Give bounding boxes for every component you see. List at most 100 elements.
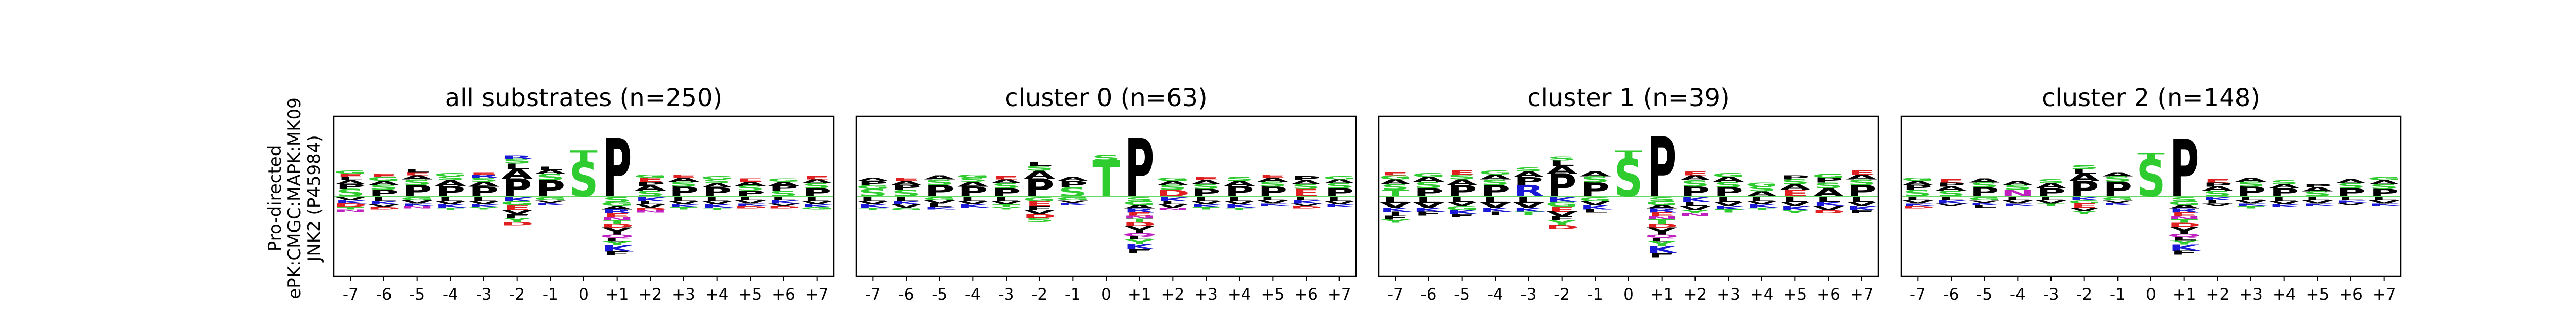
logo-glyph-1-8-d8: V bbox=[1124, 225, 1155, 232]
x-tick-label-1-7: 0 bbox=[1101, 285, 1111, 304]
logo-glyph-0-10-u2: A bbox=[668, 177, 700, 183]
logo-glyph-0-10-d3: T bbox=[670, 206, 698, 210]
logo-glyph-3-5-d3: V bbox=[2069, 207, 2100, 212]
x-tick-label-0-14: +7 bbox=[805, 285, 829, 304]
logo-glyph-2-1-u2: A bbox=[1413, 176, 1445, 183]
logo-glyph-0-6-d2: K bbox=[535, 202, 567, 207]
logo-glyph-1-12-d2: K bbox=[1257, 203, 1290, 207]
logo-glyph-2-3-u0: P bbox=[1481, 182, 1510, 200]
logo-glyph-1-5-d0: G bbox=[1023, 196, 1056, 203]
logo-glyph-2-6-u1: S bbox=[1581, 175, 1609, 185]
panel-title-0: all substrates (n=250) bbox=[445, 83, 723, 112]
logo-glyph-1-10-u3: E bbox=[1192, 176, 1219, 181]
logo-glyph-1-10-d1: V bbox=[1191, 200, 1222, 205]
logo-glyph-1-5-u2: S bbox=[1025, 165, 1054, 173]
logo-glyph-1-13-d1: K bbox=[1291, 200, 1323, 205]
logo-glyph-1-0-u2: P bbox=[858, 180, 888, 186]
logo-glyph-1-10-d0: L bbox=[1193, 196, 1219, 203]
logo-glyph-3-4-u2: S bbox=[2037, 178, 2065, 185]
logo-glyph-0-2-u2: A bbox=[401, 175, 433, 181]
x-tick-label-2-6: -1 bbox=[1587, 285, 1603, 304]
logo-glyph-2-8-d3: R bbox=[1647, 208, 1677, 214]
logo-glyph-3-6-d1: V bbox=[2102, 200, 2133, 204]
logo-glyph-2-8-d13: K bbox=[1646, 244, 1679, 255]
logo-glyph-2-2-d2: G bbox=[1446, 205, 1479, 212]
x-tick-label-2-8: +1 bbox=[1650, 285, 1674, 304]
logo-glyph-1-14-u0: P bbox=[1325, 186, 1354, 199]
logo-glyph-1-4-u2: A bbox=[991, 178, 1022, 185]
logo-glyph-1-8-d0: S bbox=[1125, 196, 1154, 203]
logo-glyph-0-14-d0: L bbox=[804, 196, 830, 203]
logo-glyph-3-3-u1: S bbox=[2003, 184, 2032, 192]
logo-glyph-0-1-u4: E bbox=[370, 173, 397, 178]
panel-title-2: cluster 1 (n=39) bbox=[1527, 83, 1730, 112]
logo-glyph-1-13-d3: D bbox=[1290, 205, 1323, 210]
x-tick-label-0-5: -2 bbox=[509, 285, 525, 304]
logo-glyph-3-12-d0: L bbox=[2304, 196, 2330, 201]
x-tick-label-3-13: +6 bbox=[2339, 285, 2363, 304]
logo-glyph-1-5-d3: V bbox=[1024, 209, 1055, 216]
logo-glyph-0-2-d3: N bbox=[400, 205, 434, 210]
logo-glyph-1-10-d2: K bbox=[1191, 204, 1223, 208]
logo-glyph-2-13-d2: V bbox=[1813, 205, 1844, 212]
logo-glyph-3-10-u2: A bbox=[2235, 177, 2267, 183]
logo-glyph-1-8-d2: A bbox=[1124, 204, 1155, 210]
logo-glyph-0-5-d3: V bbox=[501, 209, 533, 216]
logo-glyph-1-4-u3: E bbox=[992, 176, 1020, 181]
logo-glyph-1-8-u0: P bbox=[1125, 122, 1154, 215]
logo-glyph-3-3-d1: V bbox=[2002, 200, 2033, 205]
logo-glyph-0-7-u0: S bbox=[569, 152, 598, 208]
logo-glyph-1-2-d2: L bbox=[927, 203, 953, 208]
logo-glyph-0-2-u1: S bbox=[403, 178, 432, 187]
logo-glyph-0-11-u0: P bbox=[702, 185, 732, 199]
logo-glyph-2-7-u0: S bbox=[1614, 148, 1643, 209]
logo-glyph-1-12-u1: S bbox=[1258, 181, 1287, 188]
logo-glyph-2-5-d6: D bbox=[1545, 224, 1579, 231]
x-tick-label-2-10: +3 bbox=[1717, 285, 1740, 304]
logo-glyph-2-12-d2: K bbox=[1780, 205, 1812, 212]
logo-glyph-1-8-d10: Q bbox=[1122, 232, 1156, 237]
logo-glyph-3-9-d1: L bbox=[2205, 200, 2230, 205]
logo-glyph-0-10-d2: K bbox=[668, 204, 701, 208]
logo-glyph-2-0-d2: K bbox=[1380, 207, 1412, 213]
logo-glyph-1-12-u0: P bbox=[1258, 184, 1287, 199]
logo-glyph-0-7-u1: T bbox=[570, 147, 598, 165]
logo-glyph-2-1-u3: G bbox=[1412, 172, 1445, 179]
logo-glyph-1-13-d2: V bbox=[1291, 203, 1322, 207]
logo-glyphs-2: TSAGELVKIFYPSAGLVKFPASELVGKFPSAGLVKIRPAS… bbox=[1379, 121, 1878, 259]
logo-glyph-0-2-u3: E bbox=[403, 171, 431, 177]
logo-glyph-0-12-u2: A bbox=[735, 181, 766, 187]
logo-glyph-1-8-d5: N bbox=[1123, 215, 1156, 220]
logo-glyph-2-5-u1: A bbox=[1546, 164, 1578, 177]
logo-glyph-3-8-d4: E bbox=[2171, 211, 2198, 218]
x-tick-label-3-3: -4 bbox=[2010, 285, 2026, 304]
logo-glyph-2-12-d1: V bbox=[1780, 201, 1811, 208]
logo-glyph-2-5-d0: K bbox=[1546, 196, 1579, 204]
logo-glyph-3-10-d3: T bbox=[2237, 205, 2265, 210]
logo-glyph-3-2-u2: A bbox=[1969, 178, 2000, 184]
logo-glyph-2-14-u2: A bbox=[1846, 174, 1877, 181]
logo-glyph-2-12-d3: Y bbox=[1780, 209, 1810, 214]
logo-glyph-3-2-u0: P bbox=[1970, 185, 1999, 199]
logo-glyph-0-14-u2: A bbox=[801, 178, 833, 185]
logo-glyph-2-2-d1: V bbox=[1446, 201, 1478, 208]
logo-glyph-3-5-u3: S bbox=[2070, 164, 2098, 170]
logo-glyph-1-12-d0: L bbox=[1260, 196, 1285, 201]
logo-glyph-2-9-d4: N bbox=[1679, 212, 1712, 217]
logo-glyph-0-6-u2: A bbox=[535, 169, 566, 176]
x-tick-label-3-2: -5 bbox=[1976, 285, 1992, 304]
logo-glyph-3-1-u1: A bbox=[1936, 185, 1967, 192]
logo-glyph-2-0-u3: G bbox=[1379, 175, 1412, 181]
logo-glyph-1-5-d5: S bbox=[1025, 217, 1054, 224]
logo-glyph-3-0-u0: S bbox=[1903, 188, 1932, 198]
logo-glyph-3-9-u2: P bbox=[2203, 182, 2232, 188]
logo-glyph-1-5-d2: F bbox=[1026, 205, 1053, 212]
x-tick-label-0-2: -5 bbox=[409, 285, 425, 304]
logo-glyph-2-5-d1: G bbox=[1546, 201, 1579, 209]
logo-glyph-3-14-u2: A bbox=[2368, 179, 2400, 186]
logo-glyph-2-8-d1: G bbox=[1646, 200, 1679, 207]
logo-glyph-3-2-d2: K bbox=[1969, 202, 2001, 207]
logo-glyph-1-13-d0: L bbox=[1293, 196, 1319, 201]
logo-glyph-1-5-u3: L bbox=[1027, 161, 1053, 167]
